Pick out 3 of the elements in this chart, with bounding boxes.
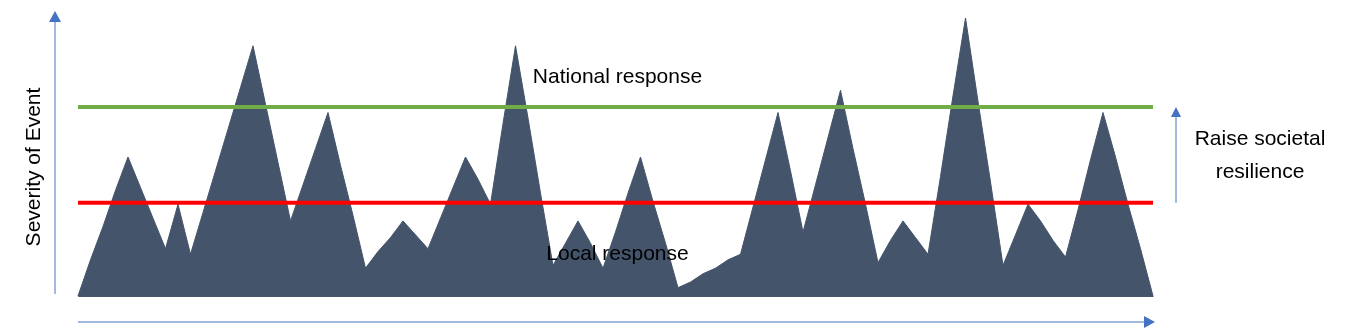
ref-line-label: National response <box>532 63 703 87</box>
y-axis-title: Severity of Event <box>21 87 44 247</box>
text: Raise societal resilience <box>1194 126 1326 182</box>
